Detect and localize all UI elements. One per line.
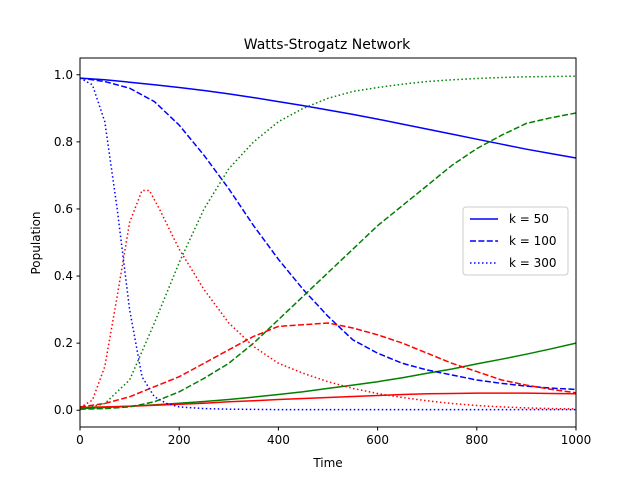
x-tick-label: 0 <box>76 433 84 447</box>
series-line-5 <box>79 322 577 408</box>
x-tick-label: 600 <box>366 433 389 447</box>
series-line-0 <box>79 77 577 159</box>
x-axis: 0 200 400 600 800 1000 <box>76 427 591 447</box>
series-line-2 <box>79 392 577 409</box>
series-line-3 <box>79 77 577 391</box>
series-line-4 <box>79 112 577 410</box>
axes-frame <box>79 57 577 428</box>
y-tick-label: 1.0 <box>54 68 73 82</box>
chart-title: Watts-Strogatz Network <box>244 37 411 53</box>
legend-label: k = 50 <box>509 212 549 226</box>
x-tick-label: 800 <box>465 433 488 447</box>
series-line-7 <box>79 75 577 411</box>
legend-box <box>462 206 569 276</box>
legend-label: k = 100 <box>509 234 557 248</box>
y-axis: 0.0 0.2 0.4 0.6 0.8 1.0 <box>54 68 80 417</box>
series-line-8 <box>79 189 577 410</box>
series-line-1 <box>79 342 577 410</box>
x-axis-label: Time <box>312 456 342 470</box>
y-tick-label: 0.6 <box>54 202 73 216</box>
plot-area <box>79 75 577 411</box>
x-tick-label: 200 <box>168 433 191 447</box>
y-tick-label: 0.8 <box>54 135 73 149</box>
x-tick-label: 1000 <box>561 433 592 447</box>
y-tick-label: 0.4 <box>54 269 73 283</box>
y-axis-label: Population <box>29 211 43 274</box>
y-tick-label: 0.2 <box>54 336 73 350</box>
legend: k = 50 k = 100 k = 300 <box>462 206 569 276</box>
y-tick-label: 0.0 <box>54 403 73 417</box>
legend-label: k = 300 <box>509 256 557 270</box>
x-tick-label: 400 <box>267 433 290 447</box>
